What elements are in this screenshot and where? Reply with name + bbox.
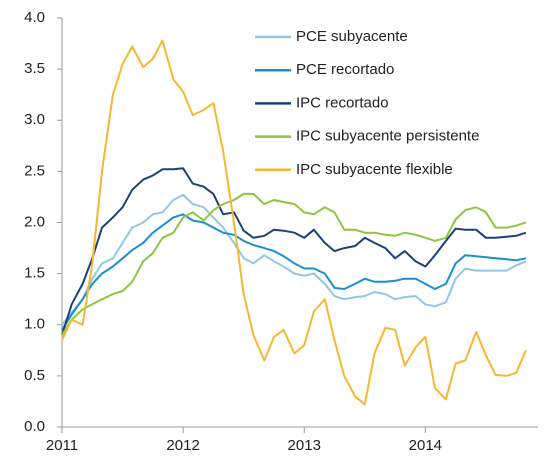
x-tick-label: 2011 bbox=[46, 437, 78, 454]
y-tick-label: 3.5 bbox=[24, 60, 45, 77]
legend-label: PCE recortado bbox=[296, 61, 394, 78]
y-tick-label: 0.0 bbox=[24, 418, 45, 435]
legend-label: IPC subyacente persistente bbox=[296, 128, 479, 145]
y-tick-label: 1.5 bbox=[24, 265, 45, 282]
series-line bbox=[61, 39, 527, 406]
y-tick-label: 4.0 bbox=[24, 9, 45, 26]
x-tick-label: 2012 bbox=[166, 437, 199, 454]
series-line bbox=[61, 213, 527, 331]
legend-label: PCE subyacente bbox=[296, 28, 408, 45]
series-line bbox=[61, 193, 527, 326]
x-tick-label: 2014 bbox=[409, 437, 442, 454]
legend-label: IPC recortado bbox=[296, 94, 389, 111]
y-tick-label: 3.0 bbox=[24, 111, 45, 128]
x-tick-label: 2013 bbox=[288, 437, 321, 454]
legend-label: IPC subyacente flexible bbox=[296, 161, 453, 178]
series-line bbox=[61, 167, 527, 336]
series-line bbox=[61, 192, 527, 336]
y-tick-label: 1.0 bbox=[24, 316, 45, 333]
y-tick-label: 0.5 bbox=[24, 367, 45, 384]
y-tick-label: 2.0 bbox=[24, 213, 45, 230]
y-tick-label: 2.5 bbox=[24, 162, 45, 179]
